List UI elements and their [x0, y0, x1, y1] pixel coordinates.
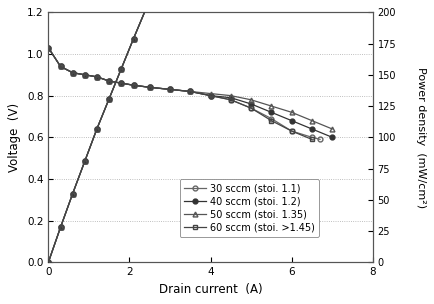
60 sccm (stoi. >1.45)	[187, 90, 193, 93]
40 sccm (stoi. 1.2)	[269, 110, 274, 114]
30 sccm (stoi. 1.1)	[168, 88, 173, 91]
40 sccm (stoi. 1.2)	[329, 136, 335, 139]
40 sccm (stoi. 1.2)	[147, 85, 152, 89]
30 sccm (stoi. 1.1)	[289, 129, 294, 133]
40 sccm (stoi. 1.2)	[95, 75, 100, 79]
50 sccm (stoi. 1.35)	[70, 71, 76, 74]
60 sccm (stoi. >1.45)	[309, 137, 315, 141]
40 sccm (stoi. 1.2)	[309, 127, 315, 131]
60 sccm (stoi. >1.45)	[168, 88, 173, 91]
30 sccm (stoi. 1.1)	[208, 94, 213, 98]
30 sccm (stoi. 1.1)	[82, 73, 88, 77]
30 sccm (stoi. 1.1)	[249, 106, 254, 110]
30 sccm (stoi. 1.1)	[269, 117, 274, 120]
30 sccm (stoi. 1.1)	[70, 71, 76, 74]
30 sccm (stoi. 1.1)	[95, 75, 100, 79]
60 sccm (stoi. >1.45)	[249, 106, 254, 110]
50 sccm (stoi. 1.35)	[289, 110, 294, 114]
30 sccm (stoi. 1.1)	[147, 85, 152, 89]
40 sccm (stoi. 1.2)	[131, 83, 136, 87]
40 sccm (stoi. 1.2)	[208, 94, 213, 98]
60 sccm (stoi. >1.45)	[95, 75, 100, 79]
X-axis label: Drain current  (A): Drain current (A)	[159, 283, 263, 296]
30 sccm (stoi. 1.1)	[228, 98, 233, 102]
50 sccm (stoi. 1.35)	[82, 73, 88, 77]
30 sccm (stoi. 1.1)	[131, 83, 136, 87]
60 sccm (stoi. >1.45)	[70, 71, 76, 74]
30 sccm (stoi. 1.1)	[46, 46, 51, 50]
30 sccm (stoi. 1.1)	[309, 136, 315, 139]
50 sccm (stoi. 1.35)	[95, 75, 100, 79]
40 sccm (stoi. 1.2)	[82, 73, 88, 77]
50 sccm (stoi. 1.35)	[329, 127, 335, 131]
Y-axis label: Power density  (mW/cm²): Power density (mW/cm²)	[416, 67, 426, 208]
50 sccm (stoi. 1.35)	[168, 88, 173, 91]
40 sccm (stoi. 1.2)	[249, 102, 254, 106]
50 sccm (stoi. 1.35)	[249, 98, 254, 102]
40 sccm (stoi. 1.2)	[187, 90, 193, 93]
50 sccm (stoi. 1.35)	[309, 119, 315, 123]
40 sccm (stoi. 1.2)	[228, 96, 233, 99]
60 sccm (stoi. >1.45)	[289, 129, 294, 133]
30 sccm (stoi. 1.1)	[187, 90, 193, 93]
60 sccm (stoi. >1.45)	[46, 46, 51, 50]
40 sccm (stoi. 1.2)	[46, 46, 51, 50]
40 sccm (stoi. 1.2)	[168, 88, 173, 91]
60 sccm (stoi. >1.45)	[119, 81, 124, 85]
40 sccm (stoi. 1.2)	[107, 79, 112, 83]
60 sccm (stoi. >1.45)	[208, 94, 213, 98]
Line: 60 sccm (stoi. >1.45): 60 sccm (stoi. >1.45)	[46, 45, 314, 142]
50 sccm (stoi. 1.35)	[147, 85, 152, 89]
30 sccm (stoi. 1.1)	[119, 81, 124, 85]
40 sccm (stoi. 1.2)	[58, 65, 63, 68]
Line: 40 sccm (stoi. 1.2): 40 sccm (stoi. 1.2)	[46, 45, 335, 140]
50 sccm (stoi. 1.35)	[119, 81, 124, 85]
50 sccm (stoi. 1.35)	[131, 83, 136, 87]
60 sccm (stoi. >1.45)	[228, 98, 233, 102]
60 sccm (stoi. >1.45)	[147, 85, 152, 89]
30 sccm (stoi. 1.1)	[58, 65, 63, 68]
60 sccm (stoi. >1.45)	[82, 73, 88, 77]
60 sccm (stoi. >1.45)	[107, 79, 112, 83]
50 sccm (stoi. 1.35)	[107, 79, 112, 83]
50 sccm (stoi. 1.35)	[228, 94, 233, 98]
60 sccm (stoi. >1.45)	[131, 83, 136, 87]
60 sccm (stoi. >1.45)	[269, 119, 274, 123]
Y-axis label: Voltage  (V): Voltage (V)	[8, 103, 21, 172]
50 sccm (stoi. 1.35)	[58, 65, 63, 68]
50 sccm (stoi. 1.35)	[269, 104, 274, 108]
Legend: 30 sccm (stoi. 1.1), 40 sccm (stoi. 1.2), 50 sccm (stoi. 1.35), 60 sccm (stoi. >: 30 sccm (stoi. 1.1), 40 sccm (stoi. 1.2)…	[180, 179, 319, 237]
30 sccm (stoi. 1.1)	[317, 137, 322, 141]
40 sccm (stoi. 1.2)	[289, 119, 294, 123]
40 sccm (stoi. 1.2)	[70, 71, 76, 74]
40 sccm (stoi. 1.2)	[119, 81, 124, 85]
Line: 50 sccm (stoi. 1.35): 50 sccm (stoi. 1.35)	[46, 45, 335, 131]
30 sccm (stoi. 1.1)	[107, 79, 112, 83]
Line: 30 sccm (stoi. 1.1): 30 sccm (stoi. 1.1)	[46, 45, 322, 142]
50 sccm (stoi. 1.35)	[208, 92, 213, 95]
50 sccm (stoi. 1.35)	[187, 90, 193, 93]
50 sccm (stoi. 1.35)	[46, 46, 51, 50]
60 sccm (stoi. >1.45)	[58, 65, 63, 68]
